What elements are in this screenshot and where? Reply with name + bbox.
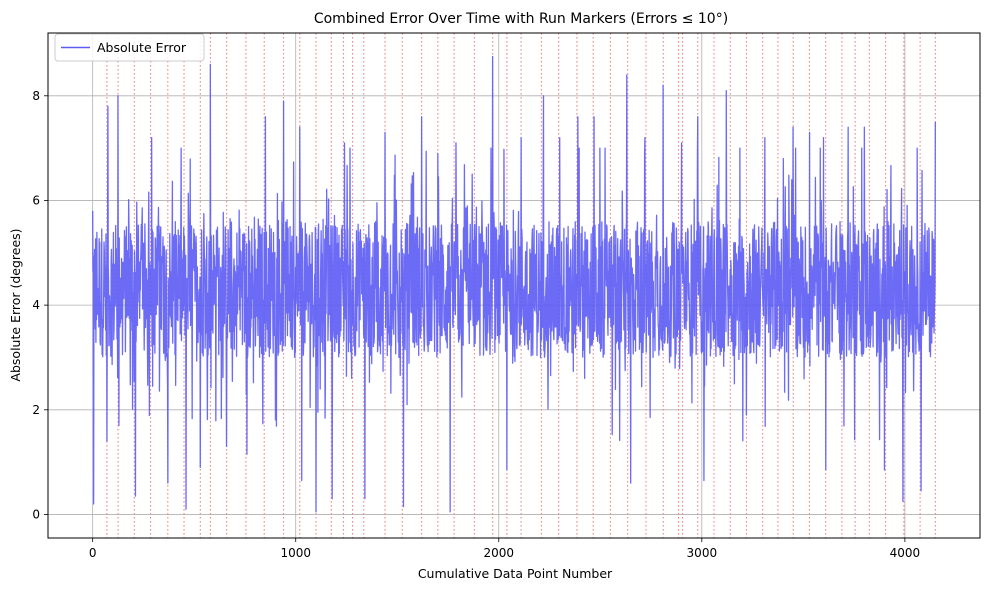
x-axis-ticks: 0 1000 2000 3000 4000 <box>89 538 920 560</box>
y-tick-label: 0 <box>32 507 40 521</box>
x-axis-label: Cumulative Data Point Number <box>418 566 613 581</box>
x-tick-label: 0 <box>89 546 97 560</box>
chart-title: Combined Error Over Time with Run Marker… <box>314 11 728 27</box>
y-tick-label: 6 <box>32 193 40 207</box>
legend-box <box>54 33 205 62</box>
x-tick-label: 3000 <box>687 546 718 560</box>
legend: Absolute Error <box>54 33 205 62</box>
x-tick-label: 1000 <box>280 546 311 560</box>
series-layer <box>92 55 936 513</box>
y-tick-label: 4 <box>32 298 40 312</box>
x-tick-label: 2000 <box>483 546 514 560</box>
y-tick-label: 8 <box>32 89 40 103</box>
series-line-absolute-error <box>92 55 936 513</box>
x-tick-label: 4000 <box>890 546 921 560</box>
y-axis-label: Absolute Error (degrees) <box>8 228 23 381</box>
legend-label-absolute-error: Absolute Error <box>97 40 187 55</box>
plot-frame <box>47 32 981 539</box>
y-tick-label: 2 <box>32 403 40 417</box>
y-axis-ticks: 0 2 4 6 8 <box>32 89 48 521</box>
